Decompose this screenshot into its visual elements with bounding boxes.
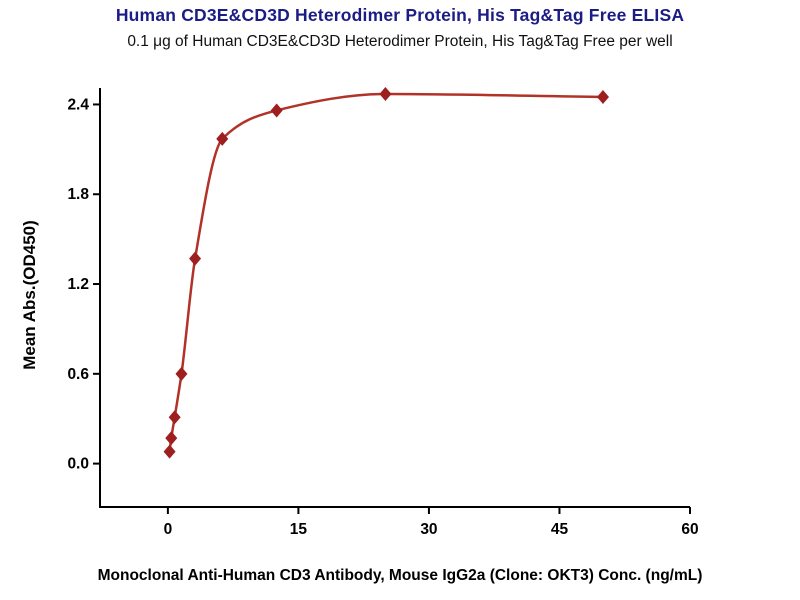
data-point-marker	[596, 89, 609, 104]
chart-subtitle: 0.1 μg of Human CD3E&CD3D Heterodimer Pr…	[127, 33, 673, 50]
x-tick-label: 60	[681, 521, 698, 538]
x-tick-label: 0	[164, 521, 173, 538]
data-point-marker	[189, 251, 202, 266]
plot-area: 0 15 30 45 60 0.0 0.6 1.2 1.8 2.4	[67, 86, 699, 538]
fit-curve	[168, 92, 605, 453]
data-point-marker	[270, 103, 283, 118]
data-point-marker	[216, 131, 229, 146]
y-axis-label: Mean Abs.(OD450)	[20, 220, 39, 370]
y-tick-label: 1.2	[67, 276, 89, 293]
chart-title: Human CD3E&CD3D Heterodimer Protein, His…	[115, 5, 685, 25]
data-point-marker	[379, 86, 392, 101]
data-point-marker	[168, 410, 181, 425]
data-point-marker	[175, 366, 188, 381]
x-tick-label: 15	[290, 521, 308, 538]
y-tick-label: 0.0	[67, 456, 89, 473]
y-tick-label: 1.8	[67, 186, 89, 203]
x-tick-label: 45	[551, 521, 569, 538]
x-tick-label: 30	[420, 521, 437, 538]
y-tick-label: 2.4	[67, 96, 89, 113]
data-point-marker	[163, 444, 176, 459]
data-point-marker	[165, 431, 178, 446]
x-axis-label: Monoclonal Anti-Human CD3 Antibody, Mous…	[97, 567, 703, 584]
y-tick-label: 0.6	[67, 366, 89, 383]
